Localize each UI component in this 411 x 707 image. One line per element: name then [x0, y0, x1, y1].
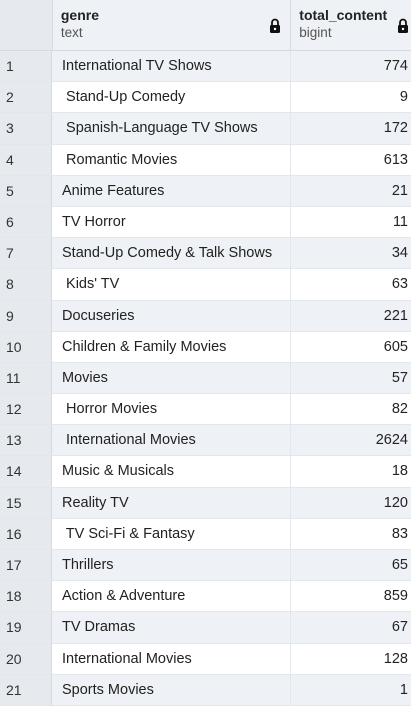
- cell-genre[interactable]: Movies: [52, 362, 291, 394]
- cell-total-content[interactable]: 63: [291, 269, 411, 300]
- table-row[interactable]: 14 Music & Musicals 18: [0, 456, 411, 488]
- table-row[interactable]: 18 Action & Adventure 859: [0, 581, 411, 613]
- cell-genre[interactable]: Stand-Up Comedy & Talk Shows: [52, 238, 291, 269]
- cell-total-content[interactable]: 11: [291, 206, 411, 238]
- cell-genre[interactable]: International TV Shows: [52, 51, 291, 82]
- cell-total-content[interactable]: 172: [291, 113, 411, 144]
- column-header-total-content[interactable]: total_content bigint: [291, 0, 411, 50]
- row-number[interactable]: 3: [0, 113, 52, 144]
- cell-total-content[interactable]: 120: [291, 487, 411, 518]
- cell-total-content[interactable]: 83: [291, 518, 411, 549]
- cell-total-content[interactable]: 65: [291, 550, 411, 581]
- cell-total-content[interactable]: 128: [291, 643, 411, 674]
- column-type: text: [60, 25, 83, 40]
- lock-icon: [270, 18, 281, 33]
- cell-total-content[interactable]: 82: [291, 394, 411, 425]
- row-number[interactable]: 11: [0, 362, 52, 394]
- row-number[interactable]: 21: [0, 674, 52, 705]
- row-number[interactable]: 4: [0, 144, 52, 175]
- table-row[interactable]: 2 Stand-Up Comedy 9: [0, 82, 411, 114]
- table-row[interactable]: 9 Docuseries 221: [0, 300, 411, 332]
- table-row[interactable]: 7 Stand-Up Comedy & Talk Shows 34: [0, 238, 411, 270]
- column-header-genre[interactable]: genre text: [52, 0, 292, 50]
- row-number[interactable]: 16: [0, 518, 52, 549]
- cell-total-content[interactable]: 34: [291, 238, 411, 269]
- row-number[interactable]: 7: [0, 238, 52, 269]
- table-row[interactable]: 16 TV Sci-Fi & Fantasy 83: [0, 518, 411, 550]
- row-number[interactable]: 8: [0, 269, 52, 300]
- column-type: bigint: [299, 25, 332, 40]
- cell-total-content[interactable]: 67: [291, 612, 411, 643]
- cell-genre[interactable]: Reality TV: [52, 487, 291, 518]
- table-row[interactable]: 6 TV Horror 11: [0, 206, 411, 239]
- cell-total-content[interactable]: 57: [291, 362, 411, 394]
- cell-genre[interactable]: Spanish-Language TV Shows: [52, 113, 291, 144]
- table-row[interactable]: 1 International TV Shows 774: [0, 51, 411, 83]
- table-row[interactable]: 21 Sports Movies 1: [0, 674, 411, 706]
- row-number[interactable]: 13: [0, 425, 52, 456]
- row-number[interactable]: 20: [0, 643, 52, 674]
- cell-total-content[interactable]: 774: [291, 51, 411, 82]
- table-row[interactable]: 11 Movies 57: [0, 362, 411, 395]
- table-row[interactable]: 5 Anime Features 21: [0, 175, 411, 207]
- row-number[interactable]: 10: [0, 331, 52, 362]
- column-name: genre: [60, 7, 99, 23]
- cell-genre[interactable]: International Movies: [52, 643, 291, 674]
- table-row[interactable]: 12 Horror Movies 82: [0, 394, 411, 426]
- row-number[interactable]: 2: [0, 82, 52, 113]
- cell-total-content[interactable]: 1: [291, 674, 411, 705]
- row-number[interactable]: 17: [0, 550, 52, 581]
- row-number[interactable]: 15: [0, 487, 52, 518]
- cell-genre[interactable]: TV Sci-Fi & Fantasy: [52, 518, 291, 549]
- table-row[interactable]: 10 Children & Family Movies 605: [0, 331, 411, 363]
- cell-genre[interactable]: Stand-Up Comedy: [52, 82, 291, 113]
- row-number[interactable]: 5: [0, 175, 52, 206]
- table-row[interactable]: 13 International Movies 2624: [0, 425, 411, 457]
- column-header-row: genre text total_content bigint: [0, 0, 411, 51]
- cell-genre[interactable]: Thrillers: [52, 550, 291, 581]
- cell-genre[interactable]: TV Dramas: [52, 612, 291, 643]
- table-row[interactable]: 17 Thrillers 65: [0, 550, 411, 582]
- cell-genre[interactable]: International Movies: [52, 425, 291, 456]
- row-number[interactable]: 9: [0, 300, 52, 331]
- cell-total-content[interactable]: 21: [291, 175, 411, 206]
- table-row[interactable]: 20 International Movies 128: [0, 643, 411, 675]
- cell-total-content[interactable]: 605: [291, 331, 411, 362]
- cell-total-content[interactable]: 2624: [291, 425, 411, 456]
- column-name: total_content: [299, 7, 388, 23]
- cell-genre[interactable]: Docuseries: [52, 300, 291, 331]
- cell-total-content[interactable]: 221: [291, 300, 411, 331]
- row-number[interactable]: 6: [0, 206, 52, 238]
- row-number[interactable]: 18: [0, 581, 52, 612]
- cell-total-content[interactable]: 9: [291, 82, 411, 113]
- table-row[interactable]: 4 Romantic Movies 613: [0, 144, 411, 176]
- table-row[interactable]: 19 TV Dramas 67: [0, 612, 411, 644]
- cell-genre[interactable]: Horror Movies: [52, 394, 291, 425]
- cell-total-content[interactable]: 18: [291, 456, 411, 487]
- table-row[interactable]: 8 Kids' TV 63: [0, 269, 411, 301]
- cell-genre[interactable]: Romantic Movies: [52, 144, 291, 175]
- row-number[interactable]: 1: [0, 51, 52, 82]
- cell-genre[interactable]: Action & Adventure: [52, 581, 291, 612]
- row-number[interactable]: 14: [0, 456, 52, 487]
- lock-icon: [398, 18, 409, 33]
- cell-total-content[interactable]: 613: [291, 144, 411, 175]
- cell-genre[interactable]: Anime Features: [52, 175, 291, 206]
- row-number[interactable]: 19: [0, 612, 52, 643]
- cell-genre[interactable]: TV Horror: [52, 206, 291, 238]
- row-number-header[interactable]: [0, 0, 53, 50]
- cell-genre[interactable]: Children & Family Movies: [52, 331, 291, 362]
- table-row[interactable]: 15 Reality TV 120: [0, 487, 411, 519]
- cell-genre[interactable]: Sports Movies: [52, 674, 291, 705]
- result-rows: 1 International TV Shows 774 2 Stand-Up Com…: [0, 51, 411, 706]
- cell-total-content[interactable]: 859: [291, 581, 411, 612]
- cell-genre[interactable]: Music & Musicals: [52, 456, 291, 487]
- table-row[interactable]: 3 Spanish-Language TV Shows 172: [0, 113, 411, 145]
- cell-genre[interactable]: Kids' TV: [52, 269, 291, 300]
- row-number[interactable]: 12: [0, 394, 52, 425]
